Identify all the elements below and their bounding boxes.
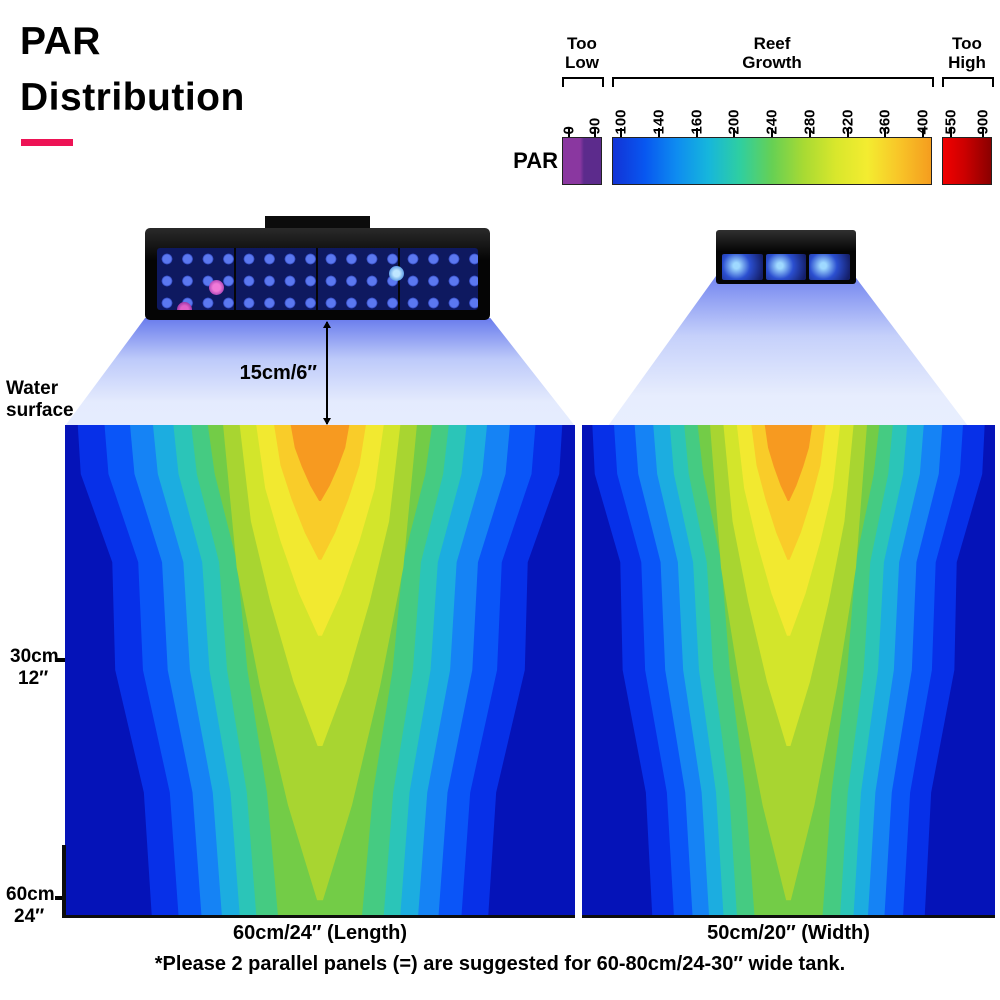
scale-tick-mark: [771, 128, 773, 137]
depth-24in-text: 24″: [14, 906, 45, 927]
scale-tick-mark: [695, 128, 698, 137]
par-contour-plot-width: [582, 425, 995, 915]
depth-tick-60cm: [55, 896, 65, 900]
white-led-lens: [389, 266, 404, 281]
fixture-led-panel: [157, 248, 478, 310]
par-heatmap-width: [582, 425, 995, 918]
lens-cluster: [765, 254, 807, 280]
par-contour-plot-length: [65, 425, 575, 915]
scale-tick-mark: [950, 128, 952, 137]
too-low-label: Too Low: [552, 34, 612, 72]
scale-tick-mark: [922, 128, 924, 137]
too-low-bracket: [562, 77, 604, 87]
water-surface-label: Water surface: [6, 378, 74, 422]
arrow-down-icon: [323, 418, 331, 425]
scale-tick-mark: [620, 128, 622, 137]
page-title-line1: PAR: [20, 20, 101, 63]
mounting-height-line: [323, 321, 331, 425]
fixture-body-side: [716, 230, 856, 284]
light-cone-side-view: [608, 276, 968, 426]
scale-tick-mark: [982, 128, 984, 137]
depth-12in-text: 12″: [18, 668, 49, 689]
pink-led-lens: [177, 302, 192, 310]
too-high-label-line2: High: [948, 53, 986, 72]
pink-led-lens: [209, 280, 224, 295]
par-contour-band-360: [290, 425, 350, 501]
scale-tick-mark: [657, 128, 660, 137]
reef-growth-bracket: [612, 77, 934, 87]
too-high-label-line1: Too: [952, 34, 982, 53]
led-fixture-front-view: [145, 216, 490, 320]
reef-growth-label-line2: Growth: [742, 53, 802, 72]
page-title-line2: Distribution: [20, 76, 245, 119]
reef-growth-label-line1: Reef: [753, 34, 791, 53]
page-title: PAR Distribution: [20, 14, 245, 126]
light-cone-front-view: [65, 318, 575, 426]
panel-divider: [315, 248, 318, 310]
title-accent-dash: [21, 139, 73, 146]
too-low-label-line1: Too: [567, 34, 597, 53]
depth-30cm-text: 30cm: [10, 646, 59, 667]
fixture-mount-bracket: [265, 216, 370, 230]
scale-tick-mark: [846, 128, 849, 137]
lens-cluster: [722, 254, 763, 280]
too-high-bar: [942, 137, 992, 185]
depth-label-60cm: 60cm 24″: [6, 884, 55, 928]
mounting-height-label: 15cm/6″: [239, 362, 317, 384]
par-contour-band-360: [764, 425, 813, 501]
footnote: *Please 2 parallel panels (=) are sugges…: [154, 953, 846, 975]
axis-corner-mark: [62, 845, 66, 918]
scale-tick-mark: [808, 128, 811, 137]
scale-tick-mark: [568, 128, 570, 137]
depth-60cm-text: 60cm: [6, 884, 55, 905]
par-scale-label: PAR: [513, 148, 558, 173]
depth-tick-30cm: [55, 658, 65, 662]
scale-tick-mark: [733, 128, 736, 137]
too-high-bracket: [942, 77, 994, 87]
arrow-up-icon: [323, 321, 331, 328]
scale-tick-mark: [594, 128, 596, 137]
water-surface-line2: surface: [6, 400, 74, 421]
scale-tick-mark: [884, 128, 887, 137]
water-surface-line1: Water: [6, 378, 59, 399]
xlabel-width: 50cm/20″ (Width): [707, 922, 870, 944]
reef-growth-bar: [612, 137, 932, 185]
led-fixture-side-view: [716, 230, 856, 284]
too-low-label-line2: Low: [565, 53, 599, 72]
too-low-bar: [562, 137, 602, 185]
depth-label-30cm: 30cm 12″: [10, 646, 59, 690]
par-color-scale: PAR Too Low Reef Growth Too High 0901001…: [510, 30, 996, 190]
xlabel-length: 60cm/24″ (Length): [232, 922, 408, 944]
reef-growth-label: Reef Growth: [712, 34, 832, 72]
par-heatmap-length: [65, 425, 575, 918]
fixture-body: [145, 228, 490, 320]
too-high-label: Too High: [937, 34, 997, 72]
lens-cluster: [809, 254, 851, 280]
panel-divider: [234, 248, 237, 310]
fixture-lens-clusters: [722, 254, 851, 280]
